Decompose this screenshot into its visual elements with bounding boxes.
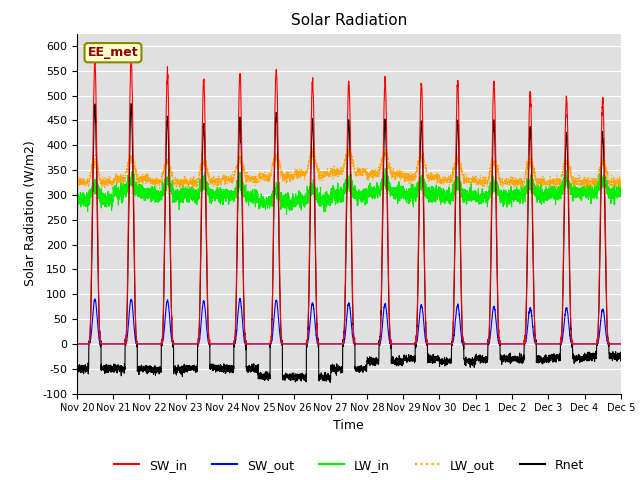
- LW_out: [171, 180, 179, 186]
- SW_in: [471, 341, 479, 347]
- LW_in: [171, 194, 179, 200]
- LW_out: [441, 178, 449, 184]
- SW_in: [127, 57, 135, 63]
- Rnet: [171, 366, 179, 372]
- Rnet: [127, 101, 135, 107]
- LW_out: [329, 168, 337, 173]
- LW_in: [283, 212, 291, 217]
- Line: LW_in: LW_in: [77, 168, 621, 215]
- SW_out: [471, 341, 479, 347]
- X-axis label: Time: Time: [333, 419, 364, 432]
- SW_out: [329, 341, 337, 347]
- Legend: SW_in, SW_out, LW_in, LW_out, Rnet: SW_in, SW_out, LW_in, LW_out, Rnet: [109, 454, 589, 477]
- LW_in: [617, 185, 625, 191]
- LW_in: [502, 197, 509, 203]
- LW_out: [189, 187, 196, 193]
- LW_in: [381, 166, 389, 171]
- LW_out: [73, 178, 81, 184]
- Rnet: [326, 380, 334, 385]
- SW_out: [73, 341, 81, 347]
- Rnet: [502, 353, 509, 359]
- Title: Solar Radiation: Solar Radiation: [291, 13, 407, 28]
- Rnet: [616, 356, 624, 362]
- LW_out: [345, 145, 353, 151]
- SW_out: [502, 341, 509, 347]
- LW_out: [616, 184, 624, 190]
- SW_in: [502, 341, 509, 347]
- Line: Rnet: Rnet: [77, 104, 621, 383]
- Rnet: [617, 352, 625, 358]
- LW_in: [73, 203, 81, 209]
- Y-axis label: Solar Radiation (W/m2): Solar Radiation (W/m2): [24, 141, 36, 287]
- LW_in: [471, 192, 479, 197]
- SW_out: [616, 341, 624, 347]
- LW_in: [441, 195, 449, 201]
- SW_in: [73, 341, 81, 347]
- LW_in: [329, 192, 337, 198]
- Rnet: [471, 356, 479, 361]
- Line: SW_out: SW_out: [77, 299, 621, 344]
- Text: EE_met: EE_met: [88, 46, 138, 59]
- Line: SW_in: SW_in: [77, 60, 621, 344]
- SW_out: [617, 341, 625, 347]
- SW_out: [236, 296, 244, 301]
- Rnet: [73, 366, 81, 372]
- LW_out: [471, 173, 479, 179]
- LW_in: [616, 185, 624, 191]
- SW_out: [441, 341, 449, 347]
- Rnet: [441, 356, 449, 362]
- Line: LW_out: LW_out: [77, 148, 621, 190]
- SW_in: [329, 341, 337, 347]
- SW_in: [171, 341, 179, 347]
- LW_out: [502, 178, 509, 183]
- SW_in: [441, 341, 449, 347]
- LW_out: [617, 180, 625, 186]
- SW_out: [171, 341, 179, 347]
- SW_in: [616, 341, 624, 347]
- SW_in: [617, 341, 625, 347]
- Rnet: [329, 361, 337, 367]
